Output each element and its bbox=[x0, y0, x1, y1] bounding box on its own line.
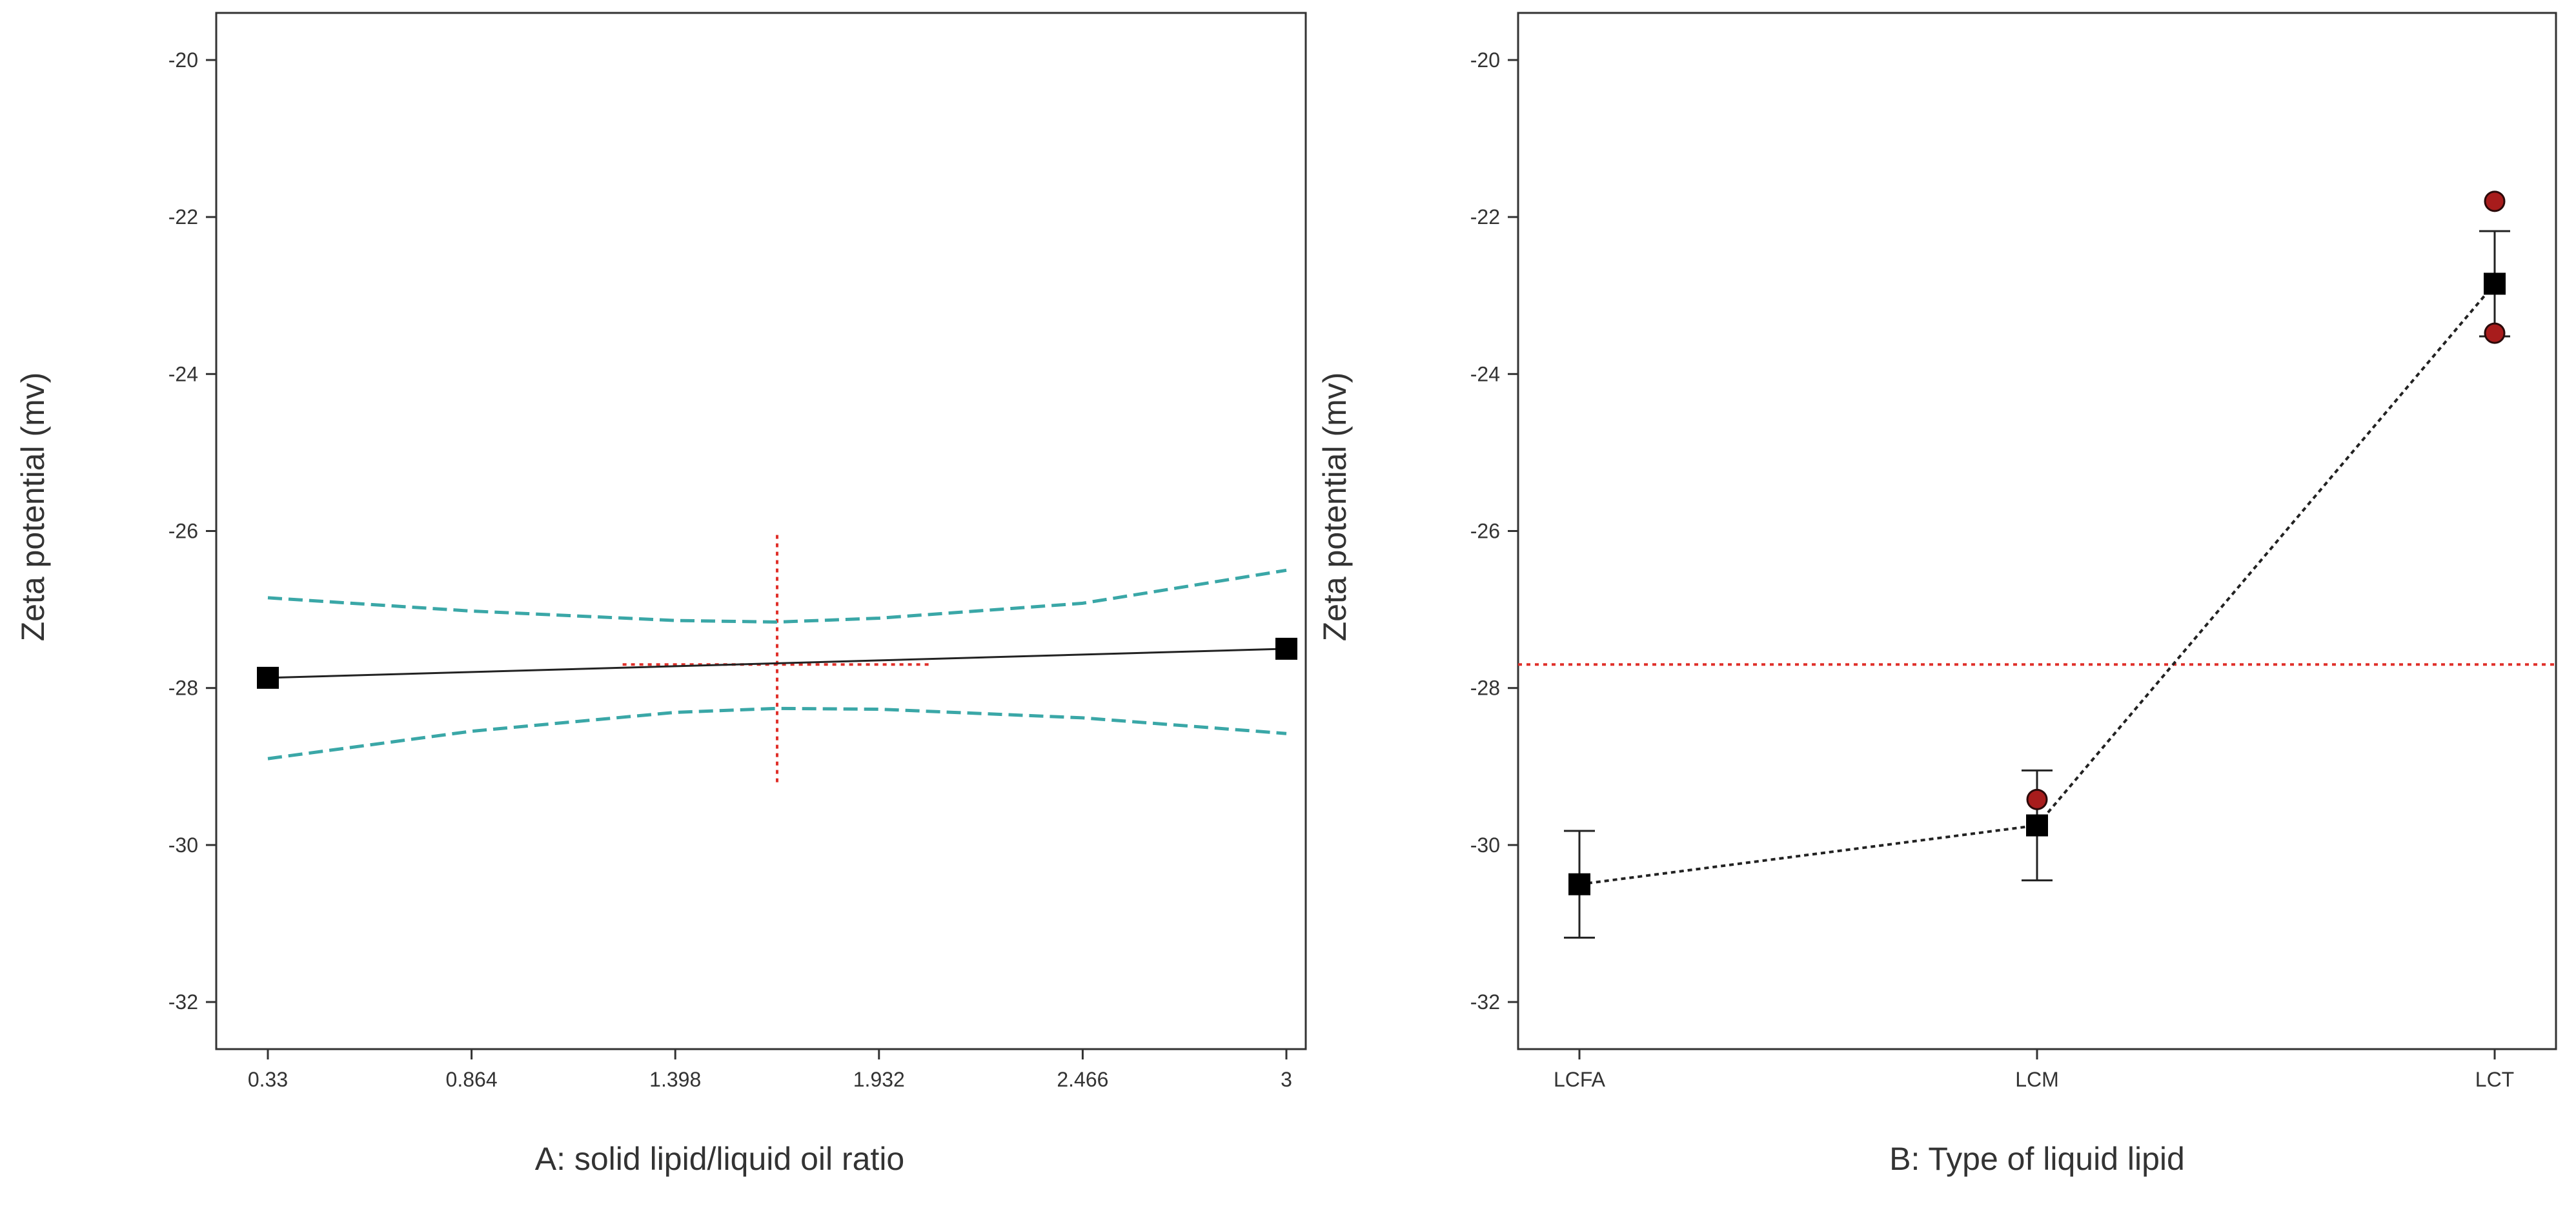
x-tick-label: LCT bbox=[2475, 1068, 2514, 1091]
y-tick-label: -26 bbox=[1470, 520, 1500, 543]
ci-upper-band-line bbox=[267, 568, 1287, 624]
x-axis-label: B: Type of liquid lipid bbox=[1889, 1141, 2185, 1177]
mean-marker bbox=[2484, 272, 2506, 295]
observed-point bbox=[2484, 190, 2506, 212]
x-tick-label: 1.398 bbox=[649, 1068, 701, 1091]
y-tick-label: -28 bbox=[1470, 677, 1500, 700]
right-panel: Zeta potential (mv) B: Type of liquid li… bbox=[1317, 12, 2557, 1177]
y-tick-label: -24 bbox=[168, 362, 198, 385]
x-axis-label: A: solid lipid/liquid oil ratio bbox=[535, 1141, 905, 1177]
y-tick-label: -20 bbox=[1470, 48, 1500, 72]
mean-connector-line bbox=[1579, 283, 2496, 886]
x-tick-label: 2.466 bbox=[1057, 1068, 1108, 1091]
y-tick-label: -30 bbox=[168, 833, 198, 857]
x-tick-label: 0.864 bbox=[446, 1068, 498, 1091]
mean-marker bbox=[1275, 637, 1297, 660]
y-tick-label: -24 bbox=[1470, 362, 1500, 385]
plot-frame bbox=[215, 12, 1307, 1050]
ci-lower-band-line bbox=[267, 706, 1287, 761]
y-tick-label: -30 bbox=[1470, 833, 1500, 857]
plot-frame bbox=[1517, 12, 2557, 1050]
mean-marker bbox=[257, 666, 279, 689]
left-panel: Zeta potential (mv) A: solid lipid/liqui… bbox=[15, 12, 1307, 1177]
y-tick-label: -22 bbox=[1470, 205, 1500, 229]
x-tick-label: LCFA bbox=[1554, 1068, 1606, 1091]
y-tick-label: -22 bbox=[168, 205, 198, 229]
y-tick-label: -20 bbox=[168, 48, 198, 72]
x-tick-label: LCM bbox=[2015, 1068, 2059, 1091]
y-tick-label: -32 bbox=[1470, 990, 1500, 1014]
mean-marker bbox=[1568, 873, 1590, 895]
x-tick-label: 0.33 bbox=[248, 1068, 288, 1091]
y-axis-label: Zeta potential (mv) bbox=[15, 373, 51, 642]
x-tick-label: 3 bbox=[1281, 1068, 1292, 1091]
y-tick-label: -28 bbox=[168, 677, 198, 700]
y-tick-label: -32 bbox=[168, 990, 198, 1014]
observed-point bbox=[2026, 788, 2048, 810]
y-tick-label: -26 bbox=[168, 520, 198, 543]
observed-point bbox=[2484, 322, 2506, 344]
prediction-line bbox=[267, 648, 1287, 679]
y-axis-label: Zeta potential (mv) bbox=[1317, 373, 1353, 642]
mean-marker bbox=[2026, 814, 2048, 837]
x-tick-label: 1.932 bbox=[853, 1068, 905, 1091]
